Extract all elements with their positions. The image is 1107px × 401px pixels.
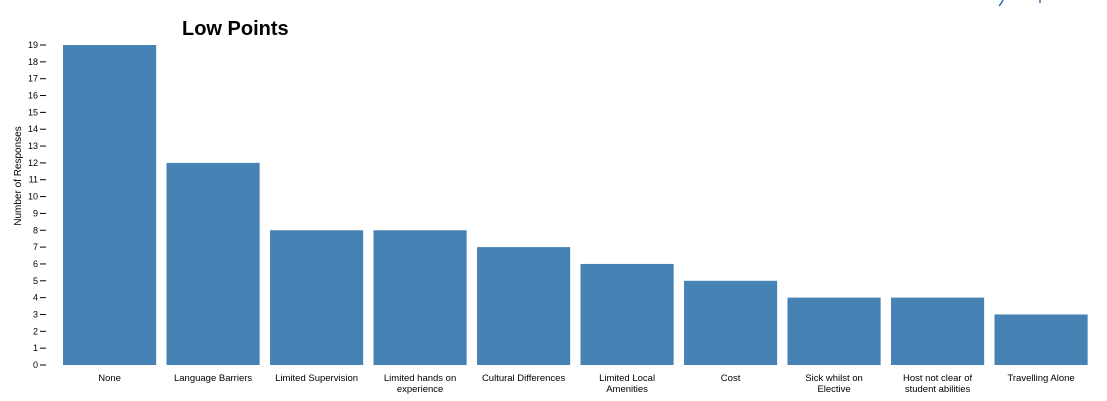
y-tick-label: 19 — [28, 40, 38, 50]
y-tick-label: 14 — [28, 124, 38, 134]
bar — [994, 314, 1088, 365]
category-label: experience — [397, 384, 443, 395]
bar — [684, 280, 778, 365]
y-tick-label: 2 — [33, 326, 38, 336]
bars — [63, 45, 1088, 365]
y-tick-label: 9 — [33, 208, 38, 218]
category-label: Host not clear of — [903, 373, 973, 384]
y-tick-label: 12 — [28, 158, 38, 168]
bar — [580, 263, 674, 365]
y-tick-label: 11 — [29, 175, 38, 185]
y-tick-label: 18 — [28, 57, 38, 67]
y-tick-label: 10 — [28, 192, 38, 202]
y-tick-label: 4 — [33, 293, 38, 303]
y-axis-label: Number of Responses — [13, 126, 24, 226]
y-tick-label: 5 — [33, 276, 38, 286]
x-axis-labels: None Language Barriers Limited Supervision… — [98, 373, 1074, 395]
category-label: Limited Supervision — [275, 373, 358, 384]
bar — [787, 297, 881, 365]
bar — [270, 230, 364, 365]
chart-title: Low Points — [182, 18, 289, 40]
y-tick-label: 16 — [28, 91, 38, 101]
y-tick-label: 8 — [33, 225, 38, 235]
category-label: Cost — [721, 373, 741, 384]
bar — [166, 162, 260, 365]
y-tick-label: 1 — [33, 343, 38, 353]
bar — [477, 247, 571, 365]
category-label: Travelling Alone — [1007, 373, 1074, 384]
y-tick-label: 17 — [28, 74, 38, 84]
y-tick-label: 3 — [33, 309, 38, 319]
category-label: Limited hands on — [384, 373, 456, 384]
bar — [63, 45, 157, 365]
category-label: Amenities — [606, 384, 648, 395]
category-label: Elective — [817, 384, 850, 395]
y-tick-label: 13 — [28, 141, 38, 151]
bar — [373, 230, 467, 365]
bar — [891, 297, 985, 365]
category-label: Sick whilst on — [805, 373, 863, 384]
y-tick-label: 0 — [33, 360, 38, 370]
y-tick-label: 15 — [28, 107, 38, 117]
category-label: None — [98, 373, 121, 384]
partial-link-fragment — [998, 0, 1041, 7]
category-label: Cultural Differences — [482, 373, 566, 384]
category-label: student abilities — [905, 384, 971, 395]
y-tick-label: 7 — [33, 242, 38, 252]
category-label: Limited Local — [599, 373, 655, 384]
category-label: Language Barriers — [174, 373, 252, 384]
y-tick-label: 6 — [33, 259, 38, 269]
